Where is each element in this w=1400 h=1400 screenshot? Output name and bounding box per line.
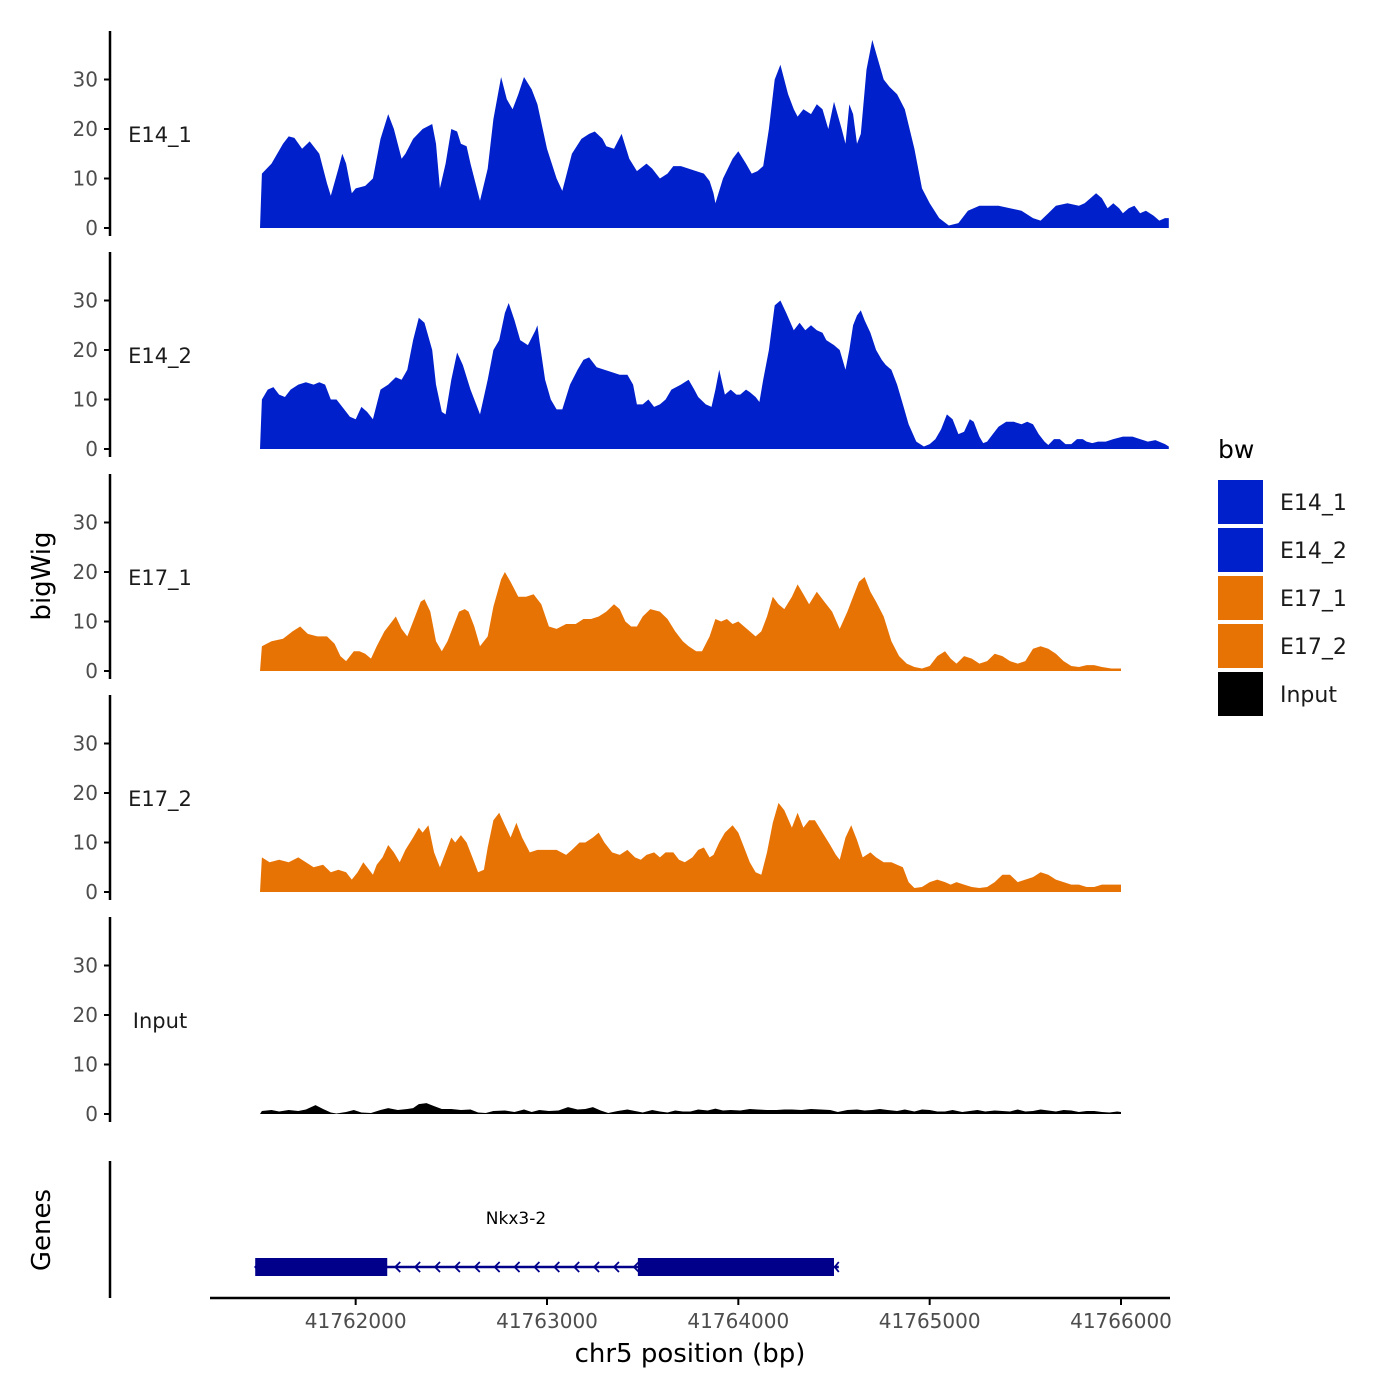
legend-swatch — [1218, 672, 1263, 716]
legend-swatch — [1218, 528, 1263, 572]
legend-swatch — [1218, 576, 1263, 620]
legend-label: Input — [1280, 683, 1337, 708]
track-label: E14_2 — [128, 344, 192, 369]
y-tick-label: 10 — [73, 167, 98, 191]
y-tick-label: 0 — [85, 1102, 98, 1126]
x-tick-label: 41764000 — [687, 1309, 789, 1333]
gene-exon — [637, 1258, 834, 1276]
strand-arrow — [513, 1261, 521, 1273]
strand-arrow — [553, 1261, 560, 1273]
genes-layer: Nkx3-2 — [108, 1161, 840, 1298]
legend: E14_1 E14_2 E17_1 E17_2 Input — [1218, 480, 1347, 716]
strand-arrow — [833, 1261, 840, 1273]
strand-arrow — [612, 1261, 620, 1273]
legend-label: E14_2 — [1280, 539, 1347, 564]
legend-label: E14_1 — [1280, 491, 1347, 516]
y-tick-label: 30 — [73, 68, 98, 92]
y-tick-label: 10 — [73, 1053, 98, 1077]
y-tick-label: 10 — [73, 388, 98, 412]
y-tick-label: 10 — [73, 831, 98, 855]
y-axis-title: bigWig — [27, 531, 57, 620]
track-e17-2: 0 10 20 30 E17_2 — [73, 695, 1121, 904]
signal-area-e14-1 — [260, 39, 1169, 229]
track-e14-2: 0 10 20 30 E14_2 — [73, 252, 1169, 461]
y-tick-label: 0 — [85, 437, 98, 461]
track-label: E17_2 — [128, 787, 192, 812]
y-tick-label: 0 — [85, 659, 98, 683]
signal-area-e17-2 — [260, 802, 1121, 892]
legend-swatch — [1218, 624, 1263, 668]
x-axis: 41762000 41763000 41764000 41765000 41766000 — [210, 1296, 1172, 1333]
strand-arrow — [572, 1261, 580, 1273]
x-axis-title: chr5 position (bp) — [575, 1339, 806, 1369]
y-tick-label: 30 — [73, 732, 98, 756]
y-tick-label: 30 — [73, 954, 98, 978]
y-tick-label: 20 — [73, 560, 98, 584]
y-tick-label: 20 — [73, 781, 98, 805]
strand-arrow — [493, 1261, 501, 1273]
strand-arrow — [433, 1261, 441, 1273]
signal-area-input — [260, 1103, 1121, 1114]
signal-area-e17-1 — [260, 572, 1121, 671]
track-label: Input — [133, 1009, 187, 1033]
y-tick-label: 20 — [73, 338, 98, 362]
y-tick-label: 10 — [73, 610, 98, 634]
strand-arrow — [253, 1262, 260, 1272]
track-e17-1: 0 10 20 30 E17_1 — [73, 474, 1121, 683]
tracks-layer: 0 10 20 30 E14_1 0 10 20 30 E14_2 0 10 20 30 E17_1 0 10 2… — [73, 31, 1169, 1126]
legend-label: E17_2 — [1280, 635, 1347, 660]
x-tick-label: 41766000 — [1070, 1309, 1172, 1333]
strand-arrow — [453, 1261, 461, 1273]
x-tick-label: 41765000 — [879, 1309, 981, 1333]
gene-exon — [255, 1258, 388, 1276]
x-tick-label: 41762000 — [305, 1309, 407, 1333]
y-tick-label: 20 — [73, 1003, 98, 1027]
genes-axis-title: Genes — [27, 1189, 57, 1271]
track-label: E14_1 — [128, 123, 192, 148]
legend-label: E17_1 — [1280, 587, 1347, 612]
strand-arrow — [413, 1261, 421, 1273]
x-tick-label: 41763000 — [496, 1309, 598, 1333]
y-tick-label: 0 — [85, 880, 98, 904]
strand-arrow — [533, 1261, 541, 1273]
strand-arrow — [592, 1261, 600, 1273]
strand-arrow — [632, 1261, 640, 1273]
y-tick-label: 30 — [73, 289, 98, 313]
gene-name-label: Nkx3-2 — [486, 1209, 546, 1229]
strand-arrow — [393, 1261, 401, 1273]
legend-title: bw — [1218, 435, 1254, 464]
track-e14-1: 0 10 20 30 E14_1 — [73, 31, 1169, 240]
legend-swatch — [1218, 480, 1263, 524]
track-label: E17_1 — [128, 566, 192, 591]
y-tick-label: 30 — [73, 511, 98, 535]
strand-arrow — [473, 1261, 481, 1273]
y-tick-label: 20 — [73, 117, 98, 141]
signal-area-e14-2 — [260, 300, 1169, 449]
y-tick-label: 0 — [85, 216, 98, 240]
track-input: 0 10 20 30 Input — [73, 917, 1121, 1126]
